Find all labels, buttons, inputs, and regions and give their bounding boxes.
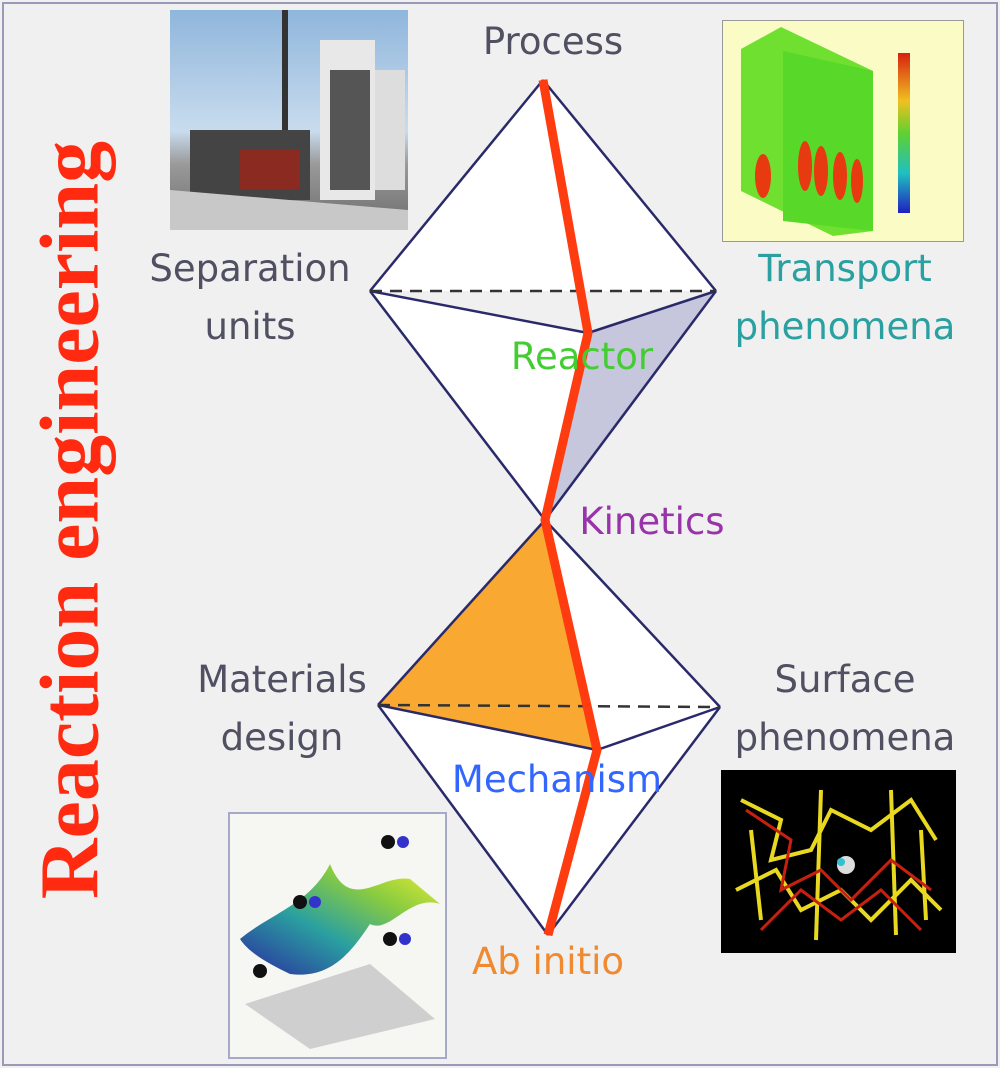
upper-face	[370, 80, 716, 291]
materials-face	[378, 520, 597, 750]
cfd-drawing	[741, 27, 910, 236]
label-line: phenomena	[734, 305, 956, 348]
plant-photo	[170, 10, 408, 230]
label-materials-design: Materials design	[197, 651, 367, 767]
label-reactor: Reactor	[510, 335, 654, 378]
label-mechanism: Mechanism	[451, 758, 663, 801]
label-line: Transport	[758, 247, 932, 290]
label-line: Surface	[774, 658, 916, 701]
label-line: design	[220, 716, 344, 759]
label-line: Materials	[197, 658, 367, 701]
zeolite-drawing	[735, 789, 943, 941]
potential-energy-surface-image	[228, 812, 447, 1059]
label-surface-phenomena: Surface phenomena	[735, 651, 956, 767]
cfd-image	[722, 20, 964, 242]
label-process: Process	[482, 20, 624, 63]
label-line: Separation	[149, 247, 351, 290]
pes-drawing	[240, 835, 440, 1049]
zeolite-image	[721, 770, 956, 953]
upper-edges	[369, 79, 718, 521]
label-separation-units: Separation units	[149, 240, 350, 356]
upper-lower-face	[370, 291, 588, 520]
lower-edges	[376, 519, 721, 936]
plant-drawing	[170, 10, 408, 230]
label-kinetics: Kinetics	[579, 500, 725, 543]
label-line: phenomena	[734, 716, 956, 759]
label-transport-phenomena: Transport phenomena	[735, 240, 956, 356]
colorbar	[898, 53, 910, 213]
multiscale-path	[538, 79, 602, 937]
label-line: units	[204, 305, 296, 348]
label-ab-initio: Ab initio	[472, 940, 624, 983]
